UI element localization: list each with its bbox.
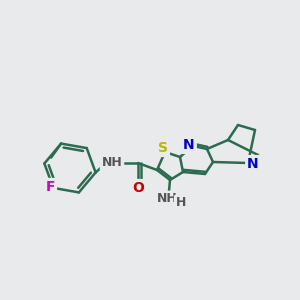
Text: H: H	[176, 196, 186, 209]
Text: N: N	[183, 138, 195, 152]
Text: NH: NH	[157, 193, 177, 206]
Text: F: F	[46, 180, 55, 194]
Text: S: S	[158, 141, 168, 155]
Text: N: N	[247, 157, 259, 171]
Text: O: O	[132, 181, 144, 195]
Text: NH: NH	[102, 157, 122, 169]
